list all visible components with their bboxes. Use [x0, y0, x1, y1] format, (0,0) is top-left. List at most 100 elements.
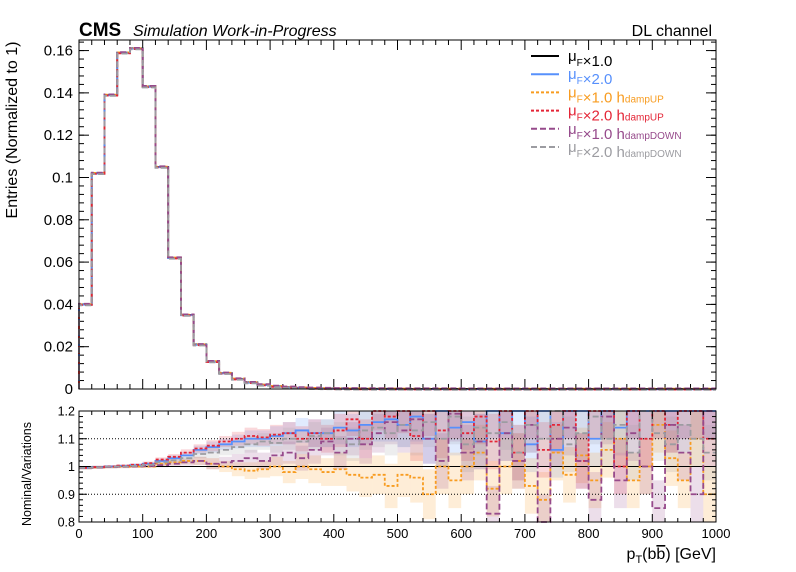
- ratio-band-2: [397, 411, 411, 434]
- x-tick-label: 800: [578, 526, 600, 541]
- ratio-band-1: [601, 422, 615, 478]
- ratio-band-4: [524, 411, 538, 453]
- main-y-tick-label: 0.14: [44, 85, 73, 102]
- ratio-band-3: [244, 449, 258, 467]
- legend-text-part: ×2.0 h: [583, 144, 625, 161]
- legend-text-part: F: [577, 113, 583, 124]
- ratio-band-0: [397, 411, 411, 448]
- ratio-band-1: [206, 458, 220, 470]
- ratio-band-3: [486, 485, 500, 522]
- main-panel: 0 0.02 0.04 0.06 0.08 0.1 0.12 0.14 0.16 Entries…: [4, 39, 717, 398]
- ratio-band-2: [435, 411, 449, 459]
- ratio-band-1: [537, 472, 551, 522]
- ratio-band-3: [321, 427, 334, 456]
- ratio-band-0: [601, 411, 615, 439]
- legend-text-part: μ: [568, 139, 577, 156]
- ratio-band-4: [677, 411, 691, 453]
- ratio-band-4: [193, 449, 207, 459]
- legend-text-part: F: [577, 94, 583, 105]
- x-tick-label: 200: [196, 526, 218, 541]
- x-tick-label: 300: [259, 526, 281, 541]
- ratio-band-2: [410, 411, 423, 461]
- main-y-tick-label: 0.08: [44, 212, 73, 229]
- ratio-plot-frame: [78, 410, 717, 523]
- ratio-band-2: [422, 411, 436, 436]
- status-label: Simulation Work-in-Progress: [133, 23, 337, 40]
- ratio-band-3: [652, 480, 666, 522]
- legend-text-part: ×1.0: [583, 53, 613, 70]
- ratio-band-4: [410, 411, 423, 456]
- ratio-axes-ticks: 0.8 0.9 1 1.1 1.2 0 100 200 300 400 500 600 700 800 90…: [58, 405, 731, 542]
- legend-text-part: F: [577, 149, 583, 160]
- ratio-band-1: [410, 452, 423, 503]
- main-series-line-5: [78, 48, 716, 391]
- main-plot-frame: [78, 39, 717, 390]
- ratio-band-0: [359, 411, 373, 445]
- legend-text-part: F: [577, 131, 583, 142]
- main-y-tick-label: 0.06: [44, 254, 73, 271]
- legend-entry-2: μF×1.0 hdampUP: [568, 84, 664, 106]
- ratio-band-3: [448, 411, 462, 442]
- ratio-band-1: [231, 462, 245, 477]
- legend-text-part: ×2.0: [583, 71, 613, 88]
- main-series-line-4: [78, 46, 716, 390]
- main-y-tick-label: 0.1: [52, 169, 73, 186]
- ratio-band-0: [448, 411, 462, 456]
- legend-text-part: dampUP: [625, 113, 664, 124]
- ratio-band-2: [244, 427, 258, 445]
- legend-text-part: dampUP: [625, 94, 664, 105]
- legend-text-part: dampDOWN: [625, 131, 682, 142]
- legend-text-part: μ: [568, 121, 577, 138]
- ratio-band-2: [461, 411, 474, 461]
- x-tick-label: 900: [641, 526, 663, 541]
- ratio-band-0: [614, 411, 627, 456]
- ratio-band-2: [372, 411, 385, 431]
- ratio-band-2: [473, 411, 487, 445]
- ratio-band-2: [486, 413, 500, 470]
- ratio-band-2: [575, 433, 589, 489]
- main-y-tick-label: 0.16: [44, 43, 73, 60]
- ratio-band-4: [397, 411, 411, 448]
- ratio-band-0: [575, 411, 589, 439]
- ratio-band-3: [588, 472, 602, 522]
- legend-text-part: μ: [568, 103, 577, 120]
- x-tick-label: 100: [132, 526, 154, 541]
- ratio-band-2: [180, 449, 194, 456]
- channel-label: DL channel: [632, 23, 712, 40]
- legend-text-part: μ: [568, 48, 577, 65]
- ratio-band-4: [486, 411, 500, 461]
- x-axis-label: pT(bb) [GeV]: [627, 546, 716, 566]
- ratio-band-0: [677, 411, 691, 439]
- ratio-band-2: [563, 411, 576, 439]
- ratio-band-2: [359, 419, 373, 459]
- ratio-panel: 0.8 0.9 1 1.1 1.2 0 100 200 300 400 500 600 700 800 90…: [20, 405, 730, 542]
- ratio-band-3: [690, 466, 704, 522]
- ratio-band-3: [206, 458, 220, 470]
- ratio-band-4: [614, 411, 627, 453]
- ratio-band-0: [703, 411, 716, 439]
- ratio-band-2: [588, 411, 602, 439]
- legend-text-part: ×1.0 h: [583, 126, 625, 143]
- ratio-band-2: [677, 411, 691, 439]
- ratio-band-4: [155, 460, 169, 465]
- ratio-band-2: [550, 411, 564, 453]
- main-y-tick-label: 0.02: [44, 339, 73, 356]
- ratio-band-4: [550, 411, 564, 439]
- legend-entry-4: μF×1.0 hdampDOWN: [568, 121, 682, 143]
- ratio-band-1: [422, 469, 436, 520]
- x-tick-label: 0: [75, 526, 82, 541]
- ratio-band-3: [601, 411, 615, 445]
- ratio-band-4: [422, 411, 436, 448]
- ratio-band-4: [575, 411, 589, 461]
- legend-text-part: ×1.0 h: [583, 89, 625, 106]
- main-y-tick-label: 0.12: [44, 127, 73, 144]
- ratio-band-1: [397, 452, 411, 498]
- ratio-band-0: [512, 411, 525, 439]
- ratio-y-tick-label: 1.1: [58, 432, 75, 446]
- x-tick-label: 1000: [702, 526, 731, 541]
- ratio-y-tick-label: 0.8: [58, 516, 75, 530]
- x-tick-label: 400: [323, 526, 345, 541]
- legend-text-part: F: [577, 58, 583, 69]
- ratio-band-1: [384, 463, 398, 509]
- ratio-band-0: [435, 411, 449, 439]
